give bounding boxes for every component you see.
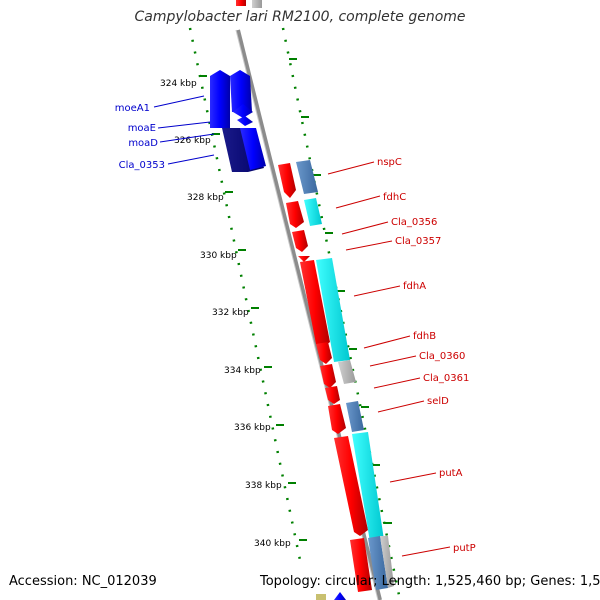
label-Cla-0360: Cla_0360: [419, 351, 465, 362]
gene-fdhC: [286, 201, 304, 228]
topology-text: Topology: circular; Length: 1,525,460 bp…: [260, 574, 600, 589]
gene-putP: [350, 538, 372, 592]
gene-putA-cog: [352, 432, 384, 542]
gene-Cla-0353-cog: [240, 128, 266, 170]
gene-putA: [334, 436, 368, 536]
label-fdhC: fdhC: [383, 192, 406, 203]
gene-moeA1: [210, 70, 230, 128]
label-Cla-0356: Cla_0356: [391, 217, 437, 228]
label-fdhA: fdhA: [403, 281, 426, 292]
label-selD: selD: [427, 396, 449, 407]
reverse-genes: [210, 70, 266, 172]
label-Cla-0353: Cla_0353: [119, 160, 165, 171]
tick-label-338: 338 kbp: [245, 481, 282, 491]
label-putA: putA: [439, 468, 463, 479]
tick-labels: 324 kbp 326 kbp 328 kbp 330 kbp 332 kbp …: [160, 79, 291, 549]
gene-Cla-0360-cog: [338, 360, 356, 384]
gene-moeA1-cog: [230, 70, 252, 112]
tick-marks-outer: [289, 58, 392, 524]
reverse-gene-labels: moeA1 moaE moaD Cla_0353: [115, 103, 165, 171]
label-moaD: moaD: [128, 138, 158, 149]
gene-selD: [328, 404, 346, 434]
tick-label-328: 328 kbp: [187, 193, 224, 203]
gene-Cla-0361: [325, 386, 340, 404]
top-partial-genes: [236, 0, 262, 8]
gene-putP-cog: [368, 536, 388, 590]
forward-leaders: [327, 161, 451, 557]
gene-fdhB: [316, 342, 332, 364]
gene-fdhC-cog: [304, 198, 322, 226]
accession-text: Accession: NC_012039: [9, 574, 157, 589]
label-moeA1: moeA1: [115, 103, 150, 114]
gene-Cla-0360: [320, 364, 336, 388]
forward-gene-labels: nspC fdhC Cla_0356 Cla_0357 fdhA fdhB Cl…: [377, 157, 476, 554]
tick-label-334: 334 kbp: [224, 366, 261, 376]
label-Cla-0361: Cla_0361: [423, 373, 469, 384]
forward-genes: [278, 160, 394, 592]
gene-selD-cog: [346, 401, 364, 432]
label-fdhB: fdhB: [413, 331, 436, 342]
dotted-ring-outer: [281, 27, 402, 600]
gene-moaD: [237, 116, 253, 126]
gene-putP-cog2: [380, 536, 394, 588]
map-title: Campylobacter lari RM2100, complete geno…: [134, 9, 466, 25]
gene-Cla-0357: [298, 256, 310, 262]
gene-fdhA: [300, 260, 330, 348]
gene-fdhA-cog: [316, 258, 350, 362]
label-nspC: nspC: [377, 157, 402, 168]
gene-nspC: [278, 163, 296, 198]
label-Cla-0357: Cla_0357: [395, 236, 441, 247]
gene-nspC-cog: [296, 160, 318, 194]
tick-label-326: 326 kbp: [174, 136, 211, 146]
tick-label-332: 332 kbp: [212, 308, 249, 318]
gene-Cla-0356: [292, 230, 308, 252]
reverse-leaders: [153, 95, 215, 165]
label-putP: putP: [453, 543, 476, 554]
gene-moaE: [233, 104, 253, 118]
label-moaE: moaE: [128, 123, 156, 134]
tick-label-324: 324 kbp: [160, 79, 197, 89]
tick-label-340: 340 kbp: [254, 539, 291, 549]
tick-label-330: 330 kbp: [200, 251, 237, 261]
bottom-partial-genes: [316, 592, 346, 600]
tick-label-336: 336 kbp: [234, 423, 271, 433]
